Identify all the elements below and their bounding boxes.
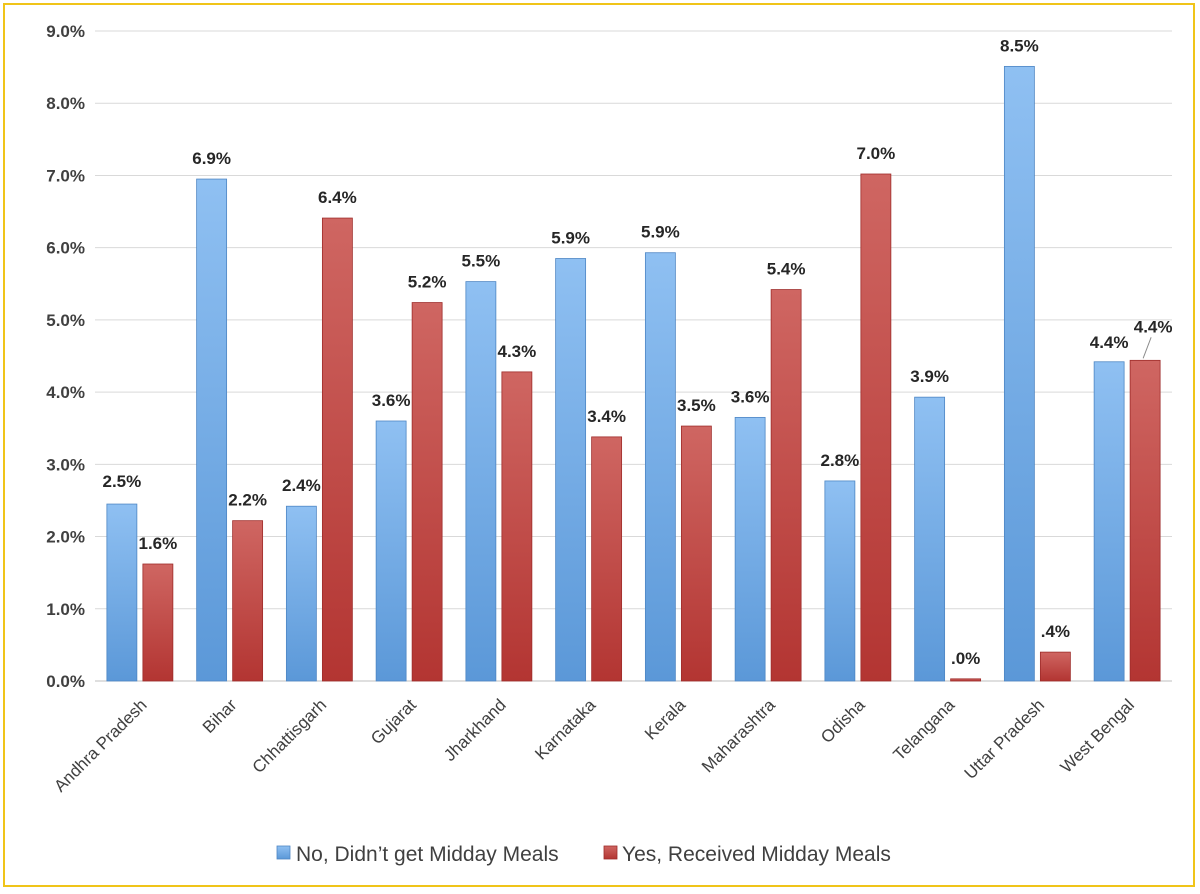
leader-line <box>1142 337 1152 359</box>
x-tick-label: Telangana <box>890 695 959 764</box>
y-axis-tick-labels: 0.0% 1.0% 2.0% 3.0% 4.0% 5.0% 6.0% 7.0% 8.0% 9.0% <box>46 22 85 691</box>
legend-swatch <box>603 845 618 860</box>
x-tick-label: Kerala <box>641 695 690 744</box>
bar <box>142 563 174 682</box>
data-label: 3.9% <box>910 367 949 386</box>
data-label: 7.0% <box>857 144 896 163</box>
legend-swatch <box>276 845 291 860</box>
x-tick-label: Chhattisgarh <box>249 695 331 777</box>
data-label: 5.2% <box>408 273 447 292</box>
legend: No, Didn’t get Midday Meals Yes, Received… <box>276 843 891 866</box>
x-tick-label: West Bengal <box>1057 695 1138 776</box>
data-label: 4.4% <box>1090 333 1129 352</box>
data-label: 3.6% <box>731 387 770 406</box>
y-tick-label: 3.0% <box>46 455 85 474</box>
data-label: 6.9% <box>192 149 231 168</box>
legend-label: Yes, Received Midday Meals <box>622 843 891 866</box>
bar <box>1003 65 1035 682</box>
data-label: 3.5% <box>677 396 716 415</box>
x-tick-label: Odisha <box>817 695 869 747</box>
data-label: 3.6% <box>372 391 411 410</box>
bar <box>770 289 802 682</box>
x-tick-label: Gujarat <box>367 695 420 748</box>
bar <box>1129 359 1161 682</box>
x-tick-label: Maharashtra <box>698 695 779 776</box>
bar <box>680 425 712 682</box>
data-label: 4.3% <box>498 342 537 361</box>
bar <box>950 678 982 682</box>
data-label: 5.9% <box>641 223 680 242</box>
y-tick-label: 2.0% <box>46 528 85 547</box>
y-tick-label: 6.0% <box>46 239 85 258</box>
x-tick-label: Karnataka <box>531 695 600 764</box>
data-label: 8.5% <box>1000 36 1039 55</box>
data-label: 4.4% <box>1134 317 1173 336</box>
bar <box>411 302 443 682</box>
bar <box>734 416 766 682</box>
x-tick-label: Jharkhand <box>440 695 510 765</box>
bar <box>321 217 353 682</box>
y-tick-label: 1.0% <box>46 600 85 619</box>
y-tick-label: 0.0% <box>46 672 85 691</box>
bar <box>375 420 407 682</box>
data-label: 1.6% <box>139 534 178 553</box>
bar <box>914 396 946 682</box>
data-label: 2.4% <box>282 476 321 495</box>
bar <box>555 258 587 682</box>
gridlines <box>95 30 1172 682</box>
data-label: 6.4% <box>318 188 357 207</box>
data-label: 5.4% <box>767 260 806 279</box>
data-label: 2.8% <box>821 451 860 470</box>
x-tick-label: Andhra Pradesh <box>50 695 150 795</box>
bar <box>824 480 856 682</box>
bars <box>106 65 1161 682</box>
data-label: 5.9% <box>551 229 590 248</box>
y-tick-label: 5.0% <box>46 311 85 330</box>
data-label: .0% <box>951 649 980 668</box>
data-label: 2.2% <box>228 491 267 510</box>
data-label: .4% <box>1041 622 1070 641</box>
bar <box>465 281 497 682</box>
legend-label: No, Didn’t get Midday Meals <box>296 843 559 866</box>
bar <box>196 178 228 682</box>
y-tick-label: 8.0% <box>46 94 85 113</box>
y-tick-label: 7.0% <box>46 166 85 185</box>
bar <box>285 505 317 682</box>
bar <box>106 503 138 682</box>
bar <box>860 173 892 682</box>
bar <box>644 252 676 682</box>
bar <box>1039 651 1071 682</box>
y-tick-label: 9.0% <box>46 22 85 41</box>
data-label: 3.4% <box>587 407 626 426</box>
x-axis-tick-labels: Andhra Pradesh Bihar Chhattisgarh Gujarat Jh… <box>50 695 1138 796</box>
data-labels: 2.5% 1.6% 6.9% 2.2% 2.4% 6.4% 3.6% 5.2% 5.5% 4.3%… <box>103 36 1173 667</box>
bar <box>1093 361 1125 682</box>
bar <box>501 371 533 682</box>
x-tick-label: Bihar <box>199 695 241 737</box>
y-tick-label: 4.0% <box>46 383 85 402</box>
bar <box>232 520 264 682</box>
bar <box>591 436 623 682</box>
data-label: 5.5% <box>462 252 501 271</box>
x-tick-label: Uttar Pradesh <box>961 695 1049 783</box>
data-label: 2.5% <box>103 472 142 491</box>
